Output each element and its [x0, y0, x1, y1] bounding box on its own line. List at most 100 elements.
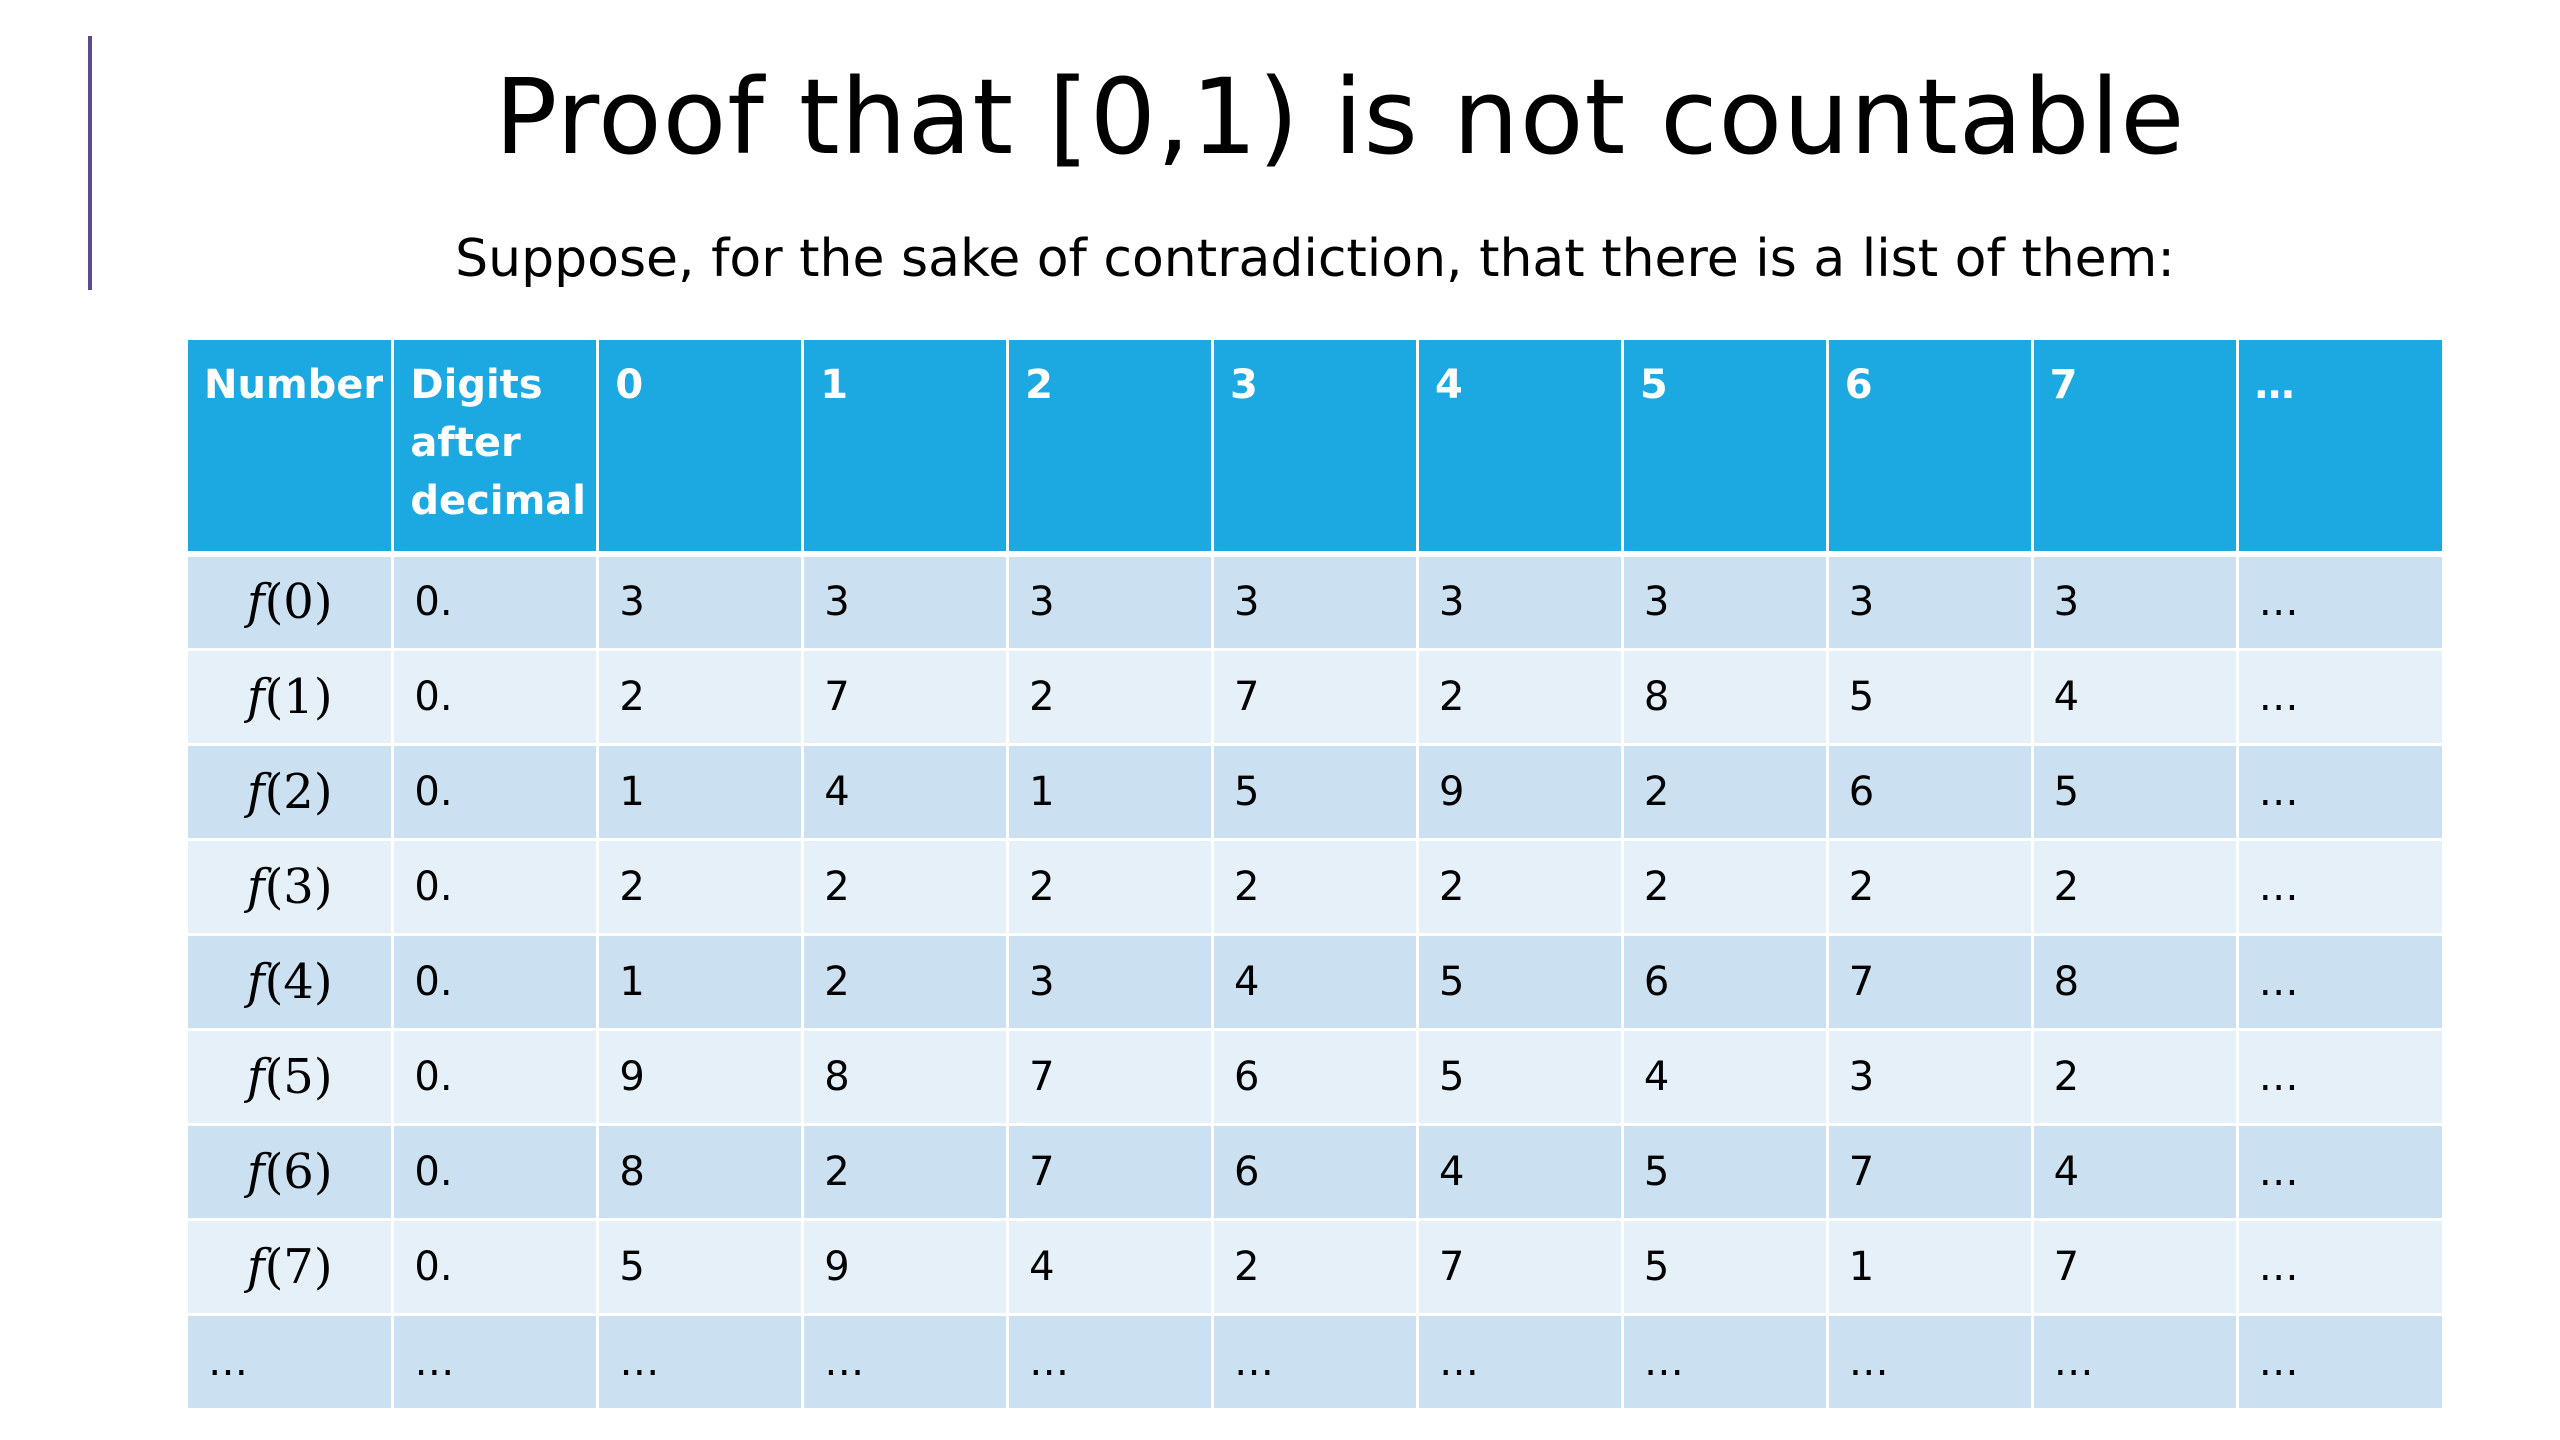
- function-label-cell: f(1): [188, 649, 395, 746]
- ellipsis-cell: …: [2237, 744, 2442, 841]
- digit-cell: 3: [1007, 934, 1215, 1031]
- header-number: Number: [188, 340, 395, 557]
- digit-cell: 8: [597, 1124, 805, 1221]
- digit-cell: 5: [1622, 1124, 1829, 1221]
- digit-cell: 9: [597, 1029, 805, 1126]
- function-label-cell: f(5): [188, 1029, 395, 1126]
- digit-cell: 6: [1212, 1124, 1419, 1221]
- ellipsis-cell: …: [392, 1314, 600, 1411]
- digit-cell: 3: [2032, 554, 2239, 651]
- digit-cell: 3: [1827, 554, 2034, 651]
- function-symbol: f: [246, 1238, 265, 1295]
- digit-cell: 3: [1007, 554, 1215, 651]
- digit-cell: 5: [1622, 1219, 1829, 1316]
- ellipsis-cell: …: [2032, 1314, 2239, 1411]
- function-argument: (3): [264, 858, 333, 915]
- header-digit-4: 4: [1417, 340, 1624, 557]
- function-symbol: f: [246, 763, 265, 820]
- digit-cell: 4: [1007, 1219, 1215, 1316]
- digit-cell: 4: [1212, 934, 1419, 1031]
- ellipsis-cell: …: [2237, 1029, 2442, 1126]
- digit-cell: 2: [1007, 839, 1215, 936]
- digit-cell: 2: [1827, 839, 2034, 936]
- function-symbol: f: [246, 953, 265, 1010]
- digit-cell: 7: [1827, 1124, 2034, 1221]
- function-symbol: f: [246, 858, 265, 915]
- digit-cell: 4: [2032, 1124, 2239, 1221]
- ellipsis-cell: …: [2237, 1124, 2442, 1221]
- header-digit-6: 6: [1827, 340, 2034, 557]
- decimal-prefix-cell: 0.: [392, 839, 600, 936]
- digit-cell: 1: [1827, 1219, 2034, 1316]
- decimal-prefix-cell: 0.: [392, 1029, 600, 1126]
- table-row: f(2) 0. 1 4 1 5 9 2 6 5…: [188, 744, 2442, 841]
- decimal-prefix-cell: 0.: [392, 744, 600, 841]
- digit-cell: 5: [597, 1219, 805, 1316]
- digit-cell: 8: [2032, 934, 2239, 1031]
- header-digit-7: 7: [2032, 340, 2239, 557]
- table-row: f(5) 0. 9 8 7 6 5 4 3 2…: [188, 1029, 2442, 1126]
- digit-cell: 7: [1212, 649, 1419, 746]
- table-row-ellipsis: ……………………………: [188, 1314, 2442, 1411]
- decimal-prefix-cell: 0.: [392, 934, 600, 1031]
- digit-cell: 7: [1827, 934, 2034, 1031]
- digit-cell: 1: [597, 744, 805, 841]
- function-argument: (0): [264, 574, 333, 631]
- table-body: f(0) 0. 3 3 3 3 3 3 3 3… f(1) 0. 2 7 2 7 2 8 5 4… f(2) 0. 1 4 1 5…: [188, 554, 2442, 1411]
- digit-cell: 2: [597, 839, 805, 936]
- digit-cell: 6: [1622, 934, 1829, 1031]
- digit-cell: 7: [1417, 1219, 1624, 1316]
- ellipsis-cell: …: [1827, 1314, 2034, 1411]
- digit-cell: 3: [597, 554, 805, 651]
- digit-cell: 4: [1622, 1029, 1829, 1126]
- table-row: f(4) 0. 1 2 3 4 5 6 7 8…: [188, 934, 2442, 1031]
- header-digit-3: 3: [1212, 340, 1419, 557]
- digit-cell: 2: [1417, 839, 1624, 936]
- digits-table: Number Digits after decimal 0 1 2 3 4 5 …: [188, 340, 2442, 1411]
- digit-cell: 2: [802, 839, 1010, 936]
- digit-cell: 2: [1212, 1219, 1419, 1316]
- digit-cell: 2: [2032, 1029, 2239, 1126]
- decimal-prefix-cell: 0.: [392, 1124, 600, 1221]
- function-symbol: f: [246, 574, 265, 631]
- ellipsis-cell: …: [1622, 1314, 1829, 1411]
- function-argument: (2): [264, 763, 333, 820]
- digit-cell: 8: [802, 1029, 1010, 1126]
- digit-cell: 2: [1622, 839, 1829, 936]
- table-row: f(6) 0. 8 2 7 6 4 5 7 4…: [188, 1124, 2442, 1221]
- digit-cell: 2: [1417, 649, 1624, 746]
- ellipsis-cell: …: [597, 1314, 805, 1411]
- digit-cell: 3: [1827, 1029, 2034, 1126]
- function-label-cell: f(2): [188, 744, 395, 841]
- ellipsis-cell: …: [802, 1314, 1010, 1411]
- digit-cell: 7: [2032, 1219, 2239, 1316]
- header-digit-2: 2: [1007, 340, 1215, 557]
- digit-cell: 2: [597, 649, 805, 746]
- ellipsis-cell: …: [1417, 1314, 1624, 1411]
- digit-cell: 3: [802, 554, 1010, 651]
- digit-cell: 3: [1622, 554, 1829, 651]
- function-label-cell: f(4): [188, 934, 395, 1031]
- digit-cell: 2: [1622, 744, 1829, 841]
- function-argument: (5): [264, 1048, 333, 1105]
- header-ellipsis: …: [2237, 340, 2442, 557]
- function-label-cell: f(7): [188, 1219, 395, 1316]
- function-label-cell: f(6): [188, 1124, 395, 1221]
- digit-cell: 1: [1007, 744, 1215, 841]
- function-argument: (4): [264, 953, 333, 1010]
- table-header-row: Number Digits after decimal 0 1 2 3 4 5 …: [188, 340, 2442, 557]
- digit-cell: 1: [597, 934, 805, 1031]
- digit-cell: 5: [1417, 1029, 1624, 1126]
- digit-cell: 7: [1007, 1029, 1215, 1126]
- digit-cell: 3: [1417, 554, 1624, 651]
- table-row: f(7) 0. 5 9 4 2 7 5 1 7…: [188, 1219, 2442, 1316]
- digit-cell: 3: [1212, 554, 1419, 651]
- decimal-prefix-cell: 0.: [392, 649, 600, 746]
- header-digits-after-decimal: Digits after decimal: [392, 340, 600, 557]
- function-argument: (1): [264, 668, 333, 725]
- function-label-cell: f(3): [188, 839, 395, 936]
- function-symbol: f: [246, 668, 265, 725]
- digit-cell: 5: [1417, 934, 1624, 1031]
- ellipsis-cell: …: [2237, 839, 2442, 936]
- digit-cell: 2: [802, 1124, 1010, 1221]
